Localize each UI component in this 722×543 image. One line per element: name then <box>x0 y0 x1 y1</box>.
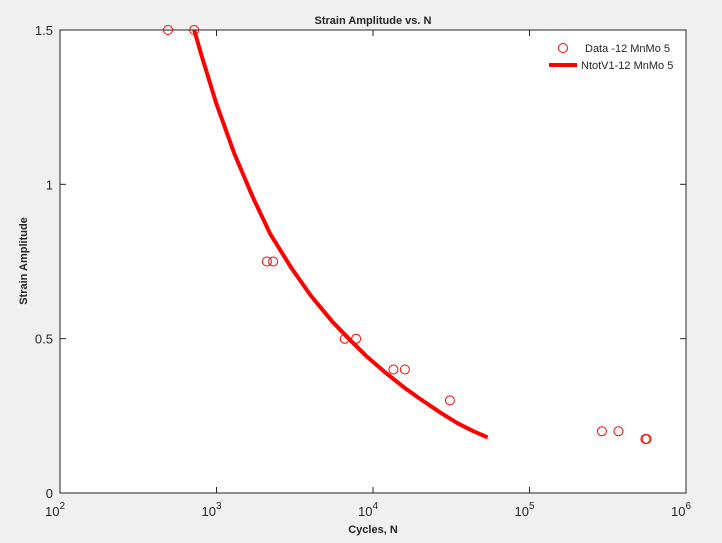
data-point <box>596 426 607 437</box>
x-tick-label: 103 <box>201 501 221 519</box>
y-tick-label: 0.5 <box>35 332 53 347</box>
y-tick-label: 1 <box>46 177 53 192</box>
data-point <box>399 364 410 375</box>
data-point <box>268 256 279 267</box>
x-tick-label: 105 <box>514 501 534 519</box>
x-tick-label: 102 <box>45 501 65 519</box>
legend-marker-data <box>558 43 568 53</box>
x-tick-label: 104 <box>358 501 378 519</box>
data-point <box>444 395 455 406</box>
x-axis-label: Cycles, N <box>348 524 398 536</box>
legend-label-data: Data -12 MnMo 5 <box>585 43 670 55</box>
data-point <box>388 364 399 375</box>
plot-area <box>60 30 686 493</box>
data-point <box>339 333 350 344</box>
legend-label-fit: NtotV1-12 MnMo 5 <box>581 60 673 72</box>
data-point <box>351 333 362 344</box>
fit-line <box>192 29 489 440</box>
chart-marks <box>163 25 652 444</box>
y-tick-label: 0 <box>46 486 53 501</box>
axes-box <box>59 29 687 494</box>
legend: Data -12 MnMo 5 NtotV1-12 MnMo 5 <box>549 43 673 72</box>
y-axis-label: Strain Amplitude <box>18 217 30 305</box>
y-tick-label: 1.5 <box>35 23 53 38</box>
x-tick-label: 106 <box>671 501 691 519</box>
data-point <box>261 256 272 267</box>
chart-title: Strain Amplitude vs. N <box>315 15 432 27</box>
data-point <box>641 434 652 444</box>
data-point <box>613 426 624 437</box>
